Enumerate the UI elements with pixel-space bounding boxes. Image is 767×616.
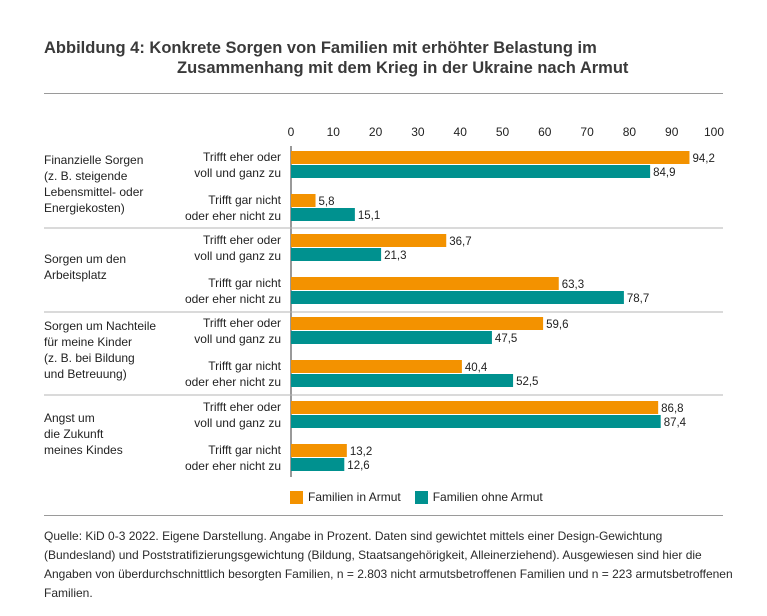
chart-title-line-2: Zusammenhang mit dem Krieg in der Ukrain… <box>177 59 629 77</box>
row-label-1-2-line-1: Trifft gar nicht <box>208 193 281 207</box>
data-label-1-1-armut: 94,2 <box>692 153 714 165</box>
bar-1-2-ohne-armut <box>291 208 355 221</box>
group-label-4-line-1: Angst um <box>44 411 95 425</box>
row-label-4-2-line-1: Trifft gar nicht <box>208 443 281 457</box>
chart-title: Abbildung 4: Konkrete Sorgen von Familie… <box>44 38 744 78</box>
data-label-4-2-ohne-armut: 12,6 <box>347 460 369 472</box>
bar-2-1-armut <box>291 234 447 247</box>
data-label-2-1-ohne-armut: 21,3 <box>384 250 406 262</box>
bar-1-1-armut <box>291 151 690 164</box>
bar-3-2-ohne-armut <box>291 374 514 387</box>
bar-4-2-ohne-armut <box>291 458 345 471</box>
group-label-3-line-3: (z. B. bei Bildung <box>44 351 135 365</box>
legend-item-ohne-armut: Familien ohne Armut <box>414 490 543 504</box>
row-label-1-1-line-2: voll und ganz zu <box>194 166 281 180</box>
bar-3-1-ohne-armut <box>291 331 492 344</box>
row-label-2-1-line-1: Trifft eher oder <box>203 233 281 247</box>
bar-2-2-ohne-armut <box>291 291 624 304</box>
data-label-3-2-armut: 40,4 <box>465 362 488 374</box>
row-label-2-2-line-1: Trifft gar nicht <box>208 276 281 290</box>
legend-label-ohne-armut: Familien ohne Armut <box>432 490 543 504</box>
legend: Familien in Armut Familien ohne Armut <box>290 490 557 504</box>
bar-4-1-armut <box>291 401 659 414</box>
x-tick-label-40: 40 <box>454 125 468 139</box>
x-tick-label-100: 100 <box>704 125 724 139</box>
data-label-2-2-armut: 63,3 <box>562 279 584 291</box>
legend-swatch-ohne-armut <box>414 490 428 504</box>
data-label-4-2-armut: 13,2 <box>350 446 372 458</box>
chart-title-line-1: Abbildung 4: Konkrete Sorgen von Familie… <box>44 39 597 57</box>
bar-1-2-armut <box>291 194 316 207</box>
bar-4-1-ohne-armut <box>291 415 661 428</box>
x-tick-label-70: 70 <box>580 125 594 139</box>
x-tick-label-80: 80 <box>623 125 637 139</box>
bar-3-1-armut <box>291 317 544 330</box>
group-label-3-line-1: Sorgen um Nachteile <box>44 319 156 333</box>
bar-2-1-ohne-armut <box>291 248 382 261</box>
group-label-2-line-2: Arbeitsplatz <box>44 268 107 282</box>
data-label-4-1-armut: 86,8 <box>661 403 683 415</box>
row-label-4-1-line-2: voll und ganz zu <box>194 416 281 430</box>
data-label-3-2-ohne-armut: 52,5 <box>516 376 538 388</box>
group-label-1-line-3: Lebensmittel- oder <box>44 185 143 199</box>
row-label-1-1-line-1: Trifft eher oder <box>203 150 281 164</box>
bottom-rule <box>44 515 723 516</box>
row-label-3-2-line-1: Trifft gar nicht <box>208 359 281 373</box>
group-label-1-line-4: Energiekosten) <box>44 201 125 215</box>
bar-1-1-ohne-armut <box>291 165 651 178</box>
bar-2-2-armut <box>291 277 559 290</box>
row-label-3-1-line-2: voll und ganz zu <box>194 332 281 346</box>
data-label-3-1-armut: 59,6 <box>546 319 568 331</box>
data-label-2-1-armut: 36,7 <box>449 236 471 248</box>
source-note: Quelle: KiD 0-3 2022. Eigene Darstellung… <box>44 529 733 600</box>
legend-label-armut: Familien in Armut <box>308 490 401 504</box>
x-tick-label-20: 20 <box>369 125 383 139</box>
x-tick-label-30: 30 <box>411 125 425 139</box>
group-label-4-line-2: die Zukunft <box>44 427 104 441</box>
bar-4-2-armut <box>291 444 347 457</box>
bar-3-2-armut <box>291 360 462 373</box>
x-tick-label-0: 0 <box>288 125 295 139</box>
group-label-4-line-3: meines Kindes <box>44 443 123 457</box>
row-label-4-1-line-1: Trifft eher oder <box>203 400 281 414</box>
legend-swatch-armut <box>290 490 303 504</box>
top-rule <box>44 93 723 94</box>
row-label-4-2-line-2: oder eher nicht zu <box>185 459 281 473</box>
x-tick-label-60: 60 <box>538 125 552 139</box>
data-label-1-2-ohne-armut: 15,1 <box>358 210 380 222</box>
data-label-3-1-ohne-armut: 47,5 <box>495 333 517 345</box>
group-label-3-line-2: für meine Kinder <box>44 335 132 349</box>
group-label-1-line-1: Finanzielle Sorgen <box>44 153 143 167</box>
row-label-2-1-line-2: voll und ganz zu <box>194 249 281 263</box>
data-label-4-1-ohne-armut: 87,4 <box>664 417 687 429</box>
group-label-3-line-4: und Betreuung) <box>44 367 127 381</box>
data-label-1-1-ohne-armut: 84,9 <box>653 167 675 179</box>
x-tick-label-50: 50 <box>496 125 510 139</box>
data-label-1-2-armut: 5,8 <box>319 196 335 208</box>
group-label-1-line-2: (z. B. steigende <box>44 169 128 183</box>
row-label-2-2-line-2: oder eher nicht zu <box>185 292 281 306</box>
row-label-3-2-line-2: oder eher nicht zu <box>185 375 281 389</box>
x-tick-label-10: 10 <box>327 125 341 139</box>
row-label-1-2-line-2: oder eher nicht zu <box>185 209 281 223</box>
legend-item-armut: Familien in Armut <box>290 490 401 504</box>
group-label-2-line-1: Sorgen um den <box>44 252 126 266</box>
x-tick-label-90: 90 <box>665 125 679 139</box>
data-label-2-2-ohne-armut: 78,7 <box>627 293 649 305</box>
row-label-3-1-line-1: Trifft eher oder <box>203 316 281 330</box>
